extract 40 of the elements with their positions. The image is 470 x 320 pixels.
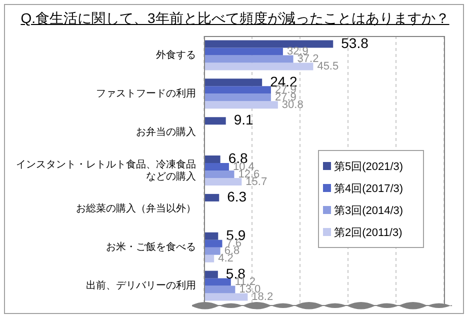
data-label: 45.5 xyxy=(317,60,339,72)
bar xyxy=(204,178,242,186)
bar xyxy=(204,286,236,294)
bar xyxy=(204,55,294,63)
legend-label: 第5回(2021/3) xyxy=(334,160,404,174)
chart-title: Q.食生活に関して、3年前と比べて頻度が減ったことはありますか？ xyxy=(20,10,450,26)
bar xyxy=(204,194,220,202)
bar xyxy=(204,101,278,109)
bar xyxy=(204,40,334,48)
bar xyxy=(204,163,229,170)
legend-label: 第2回(2011/3) xyxy=(334,226,402,240)
y-tick-label: 出前、デリバリーの利用 xyxy=(86,280,196,292)
bar xyxy=(204,247,220,255)
bar xyxy=(204,78,262,86)
bar xyxy=(204,86,271,94)
bar xyxy=(204,293,248,301)
legend-label: 第3回(2014/3) xyxy=(334,204,404,218)
y-tick-label: お弁当の購入 xyxy=(136,126,196,138)
bar xyxy=(204,62,314,70)
bar xyxy=(204,48,283,56)
data-label: 6.3 xyxy=(227,188,247,205)
bar xyxy=(204,94,271,102)
bar xyxy=(204,278,231,286)
y-tick-label: インスタント・レトルト食品、冷凍食品などの購入 xyxy=(16,158,196,182)
bar xyxy=(204,170,234,178)
bar xyxy=(204,117,226,125)
bar xyxy=(204,232,218,240)
legend-label: 第4回(2017/3) xyxy=(334,182,404,196)
data-label: 53.8 xyxy=(341,34,369,51)
data-label: 4.2 xyxy=(218,252,234,265)
data-label: 30.8 xyxy=(282,98,304,111)
data-label: 9.1 xyxy=(234,112,254,128)
y-tick-label: ファストフードの利用 xyxy=(96,87,196,100)
bar xyxy=(204,270,218,278)
bar xyxy=(204,254,214,262)
bar xyxy=(204,240,222,248)
y-tick-label: お総菜の購入（弁当以外） xyxy=(76,202,196,215)
bar xyxy=(204,156,220,164)
y-tick-label: 外食する xyxy=(156,48,196,61)
y-tick-label: お米・ご飯を食べる xyxy=(106,241,196,254)
